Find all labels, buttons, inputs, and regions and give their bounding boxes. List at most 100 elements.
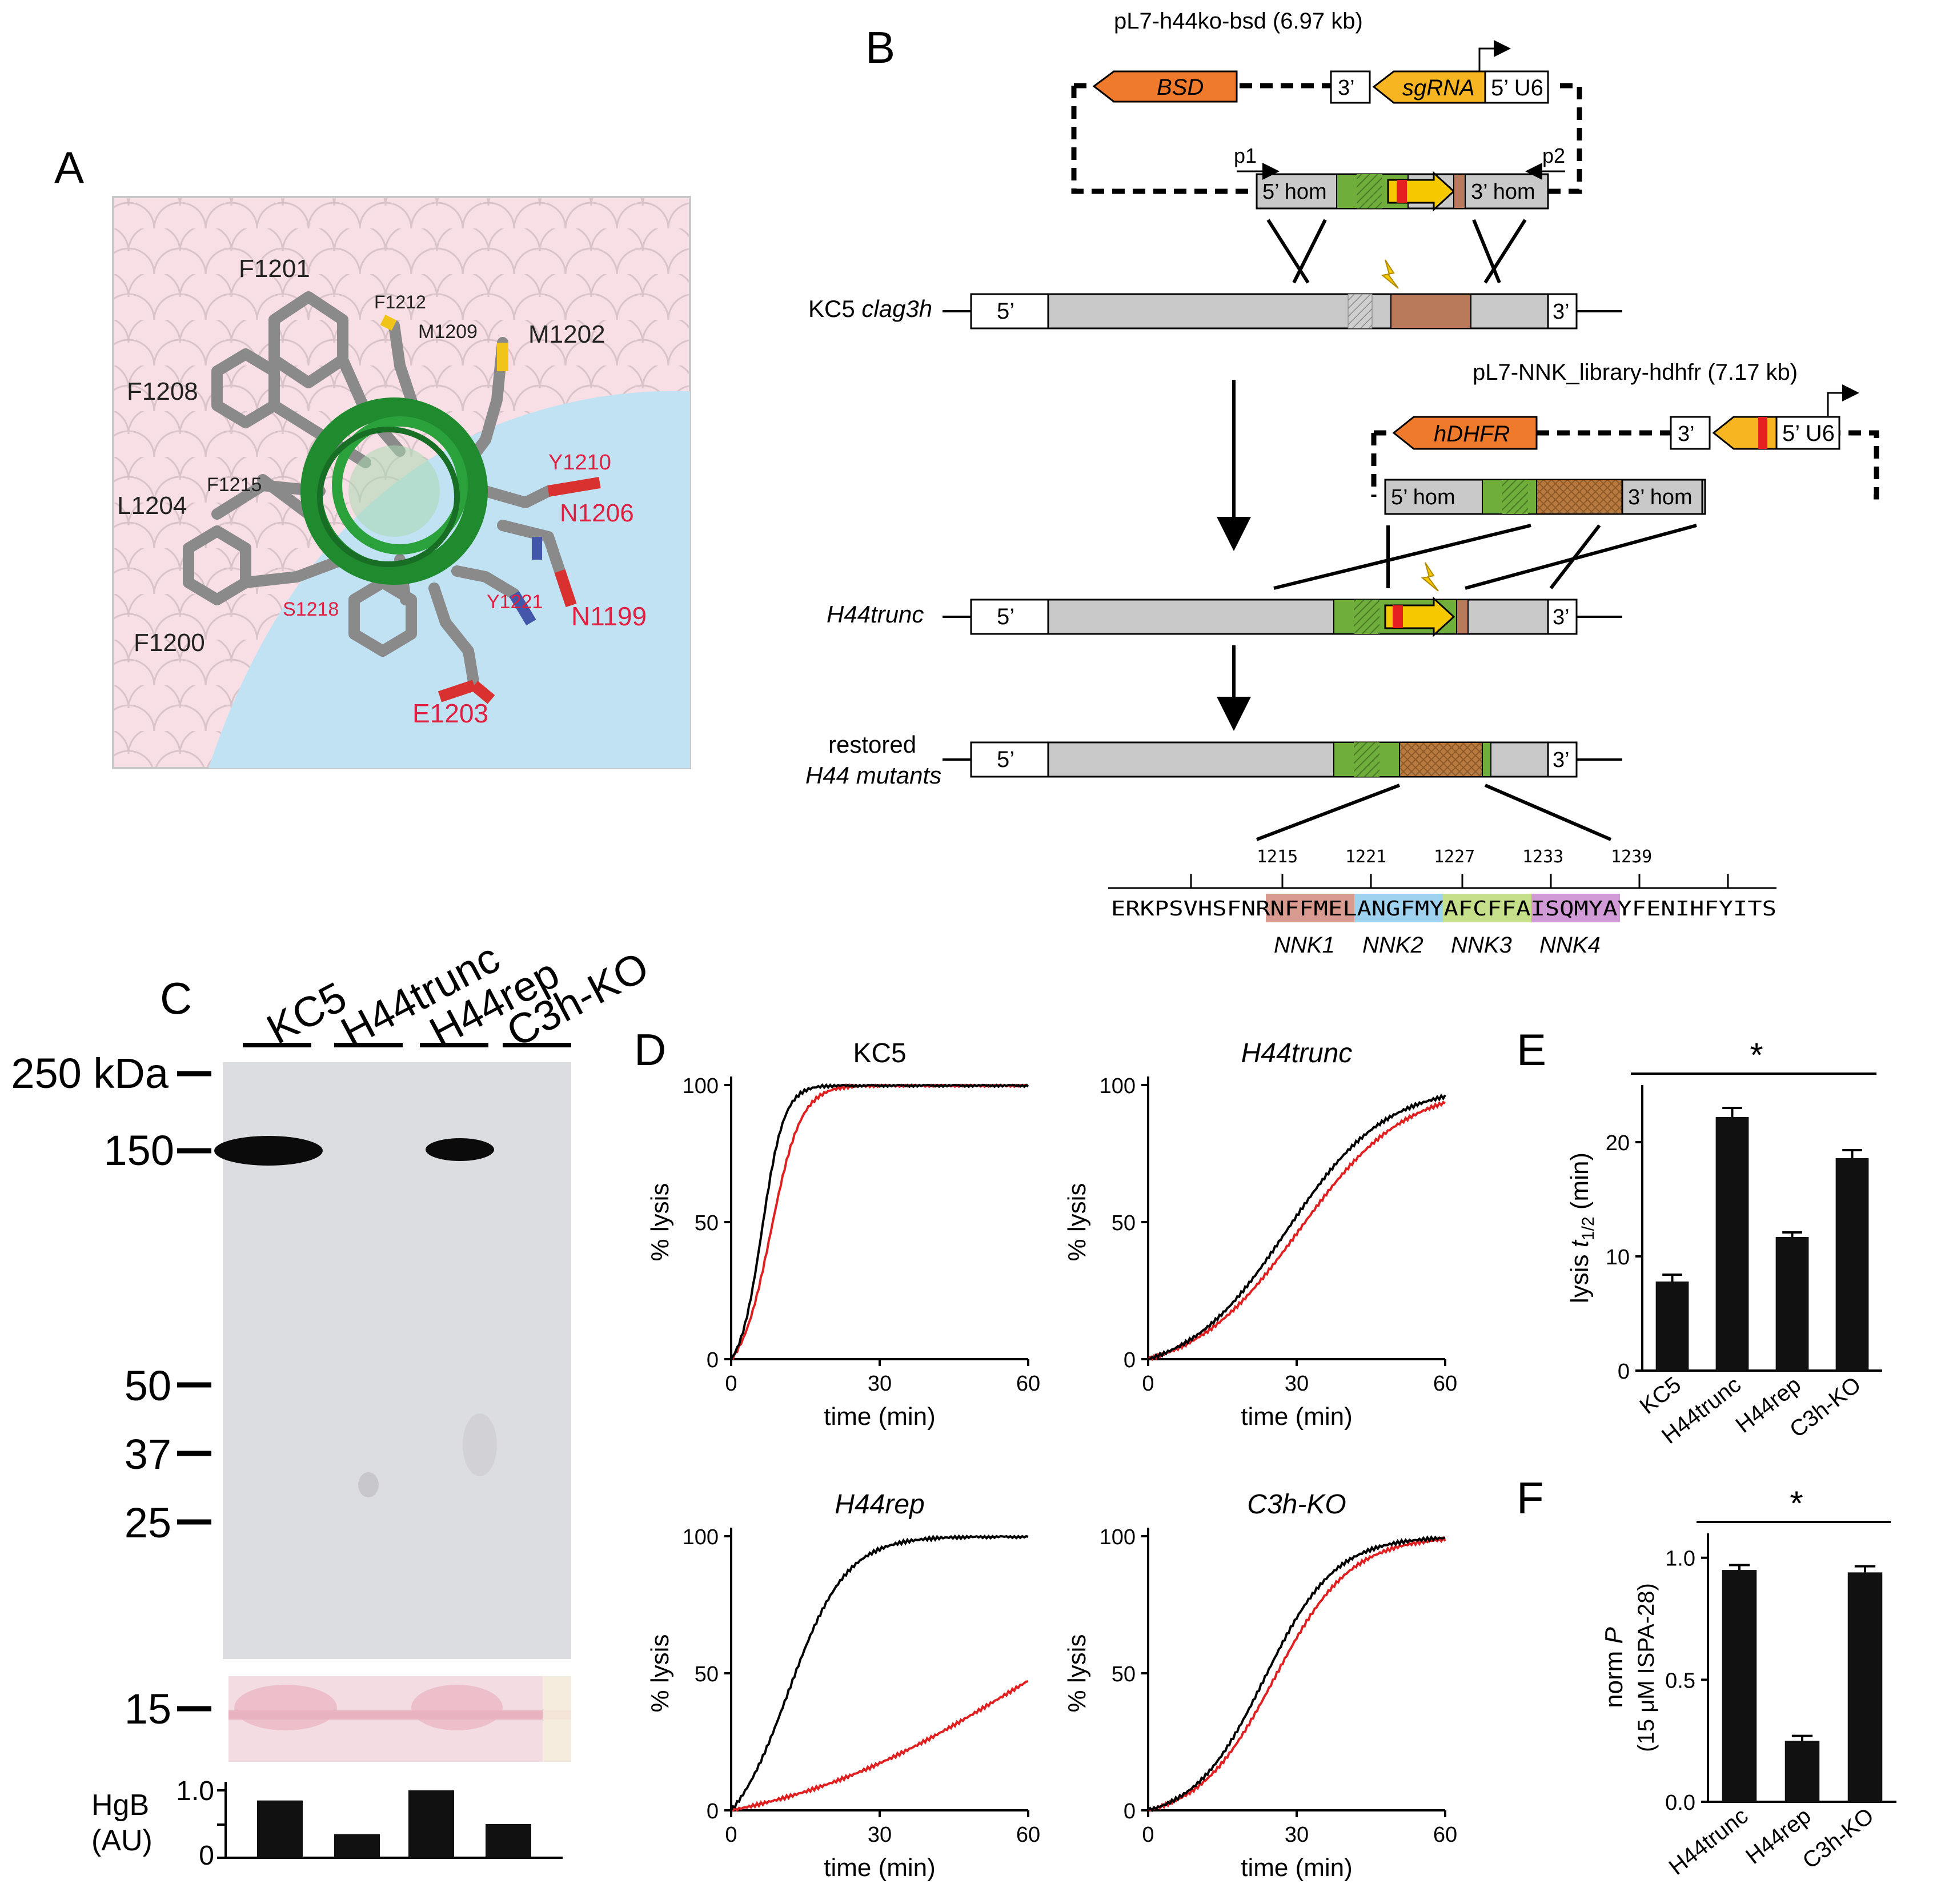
panel-d: KC5 0 50 100 0 30 60 time (min) % lysis H44trunc 0… — [646, 1038, 1457, 1882]
panel-a-helix — [112, 196, 691, 769]
marker-25: 25 — [125, 1499, 171, 1547]
tick-1227: 1227 — [1434, 847, 1475, 867]
res-m1209: M1209 — [418, 321, 478, 343]
hgb-unit: (AU) — [91, 1824, 153, 1857]
panel-label-e: E — [1517, 1025, 1546, 1075]
panel-c: KC5 H44trunc H44rep C3h-KO 250 kDa 150 5… — [11, 934, 656, 1871]
p2-3prime: 3’ — [1678, 422, 1695, 446]
y-tick-label: 0.0 — [1665, 1791, 1695, 1815]
res-f1201: F1201 — [239, 255, 310, 283]
primer-p1: p1 — [1234, 144, 1257, 167]
x-tick-label: 60 — [1016, 1372, 1040, 1396]
plot-title: KC5 — [853, 1038, 906, 1069]
hgb-bar — [257, 1800, 303, 1858]
sgrna-label: sgRNA — [1402, 75, 1475, 101]
p1-u6: 5’ U6 — [1491, 75, 1543, 101]
locus2-5prime: 5’ — [997, 604, 1014, 629]
panel-label-b: B — [865, 22, 895, 73]
x-tick-label: 0 — [1142, 1372, 1154, 1396]
y-tick-label: 0 — [1124, 1799, 1136, 1823]
res-n1199: N1199 — [571, 601, 647, 631]
panel-a-labels: F1201 F1212 M1209 M1202 F1208 F1215 L120… — [117, 255, 647, 728]
locus3-label1: restored — [828, 731, 916, 758]
plot-title: C3h-KO — [1247, 1489, 1346, 1520]
bar — [1775, 1237, 1809, 1371]
y-tick-label: 0.5 — [1665, 1669, 1695, 1693]
significance-star: * — [1750, 1036, 1763, 1074]
x-tick-label: 60 — [1433, 1823, 1457, 1847]
plasmid1-name: pL7-h44ko-bsd (6.97 kb) — [1114, 9, 1363, 34]
red-series-line — [730, 1680, 1029, 1812]
marker-37: 37 — [125, 1431, 171, 1478]
red-series-line — [1148, 1536, 1446, 1811]
locus2-3prime: 3’ — [1553, 605, 1570, 629]
tick-1239: 1239 — [1611, 847, 1652, 867]
x-tick-label: 0 — [725, 1372, 737, 1396]
bar — [1655, 1282, 1689, 1371]
y-axis-label-2: (15 μM ISPA-28) — [1634, 1583, 1659, 1752]
plot-title: H44trunc — [1241, 1038, 1353, 1069]
y-tick-label: 0 — [707, 1799, 719, 1823]
red-series-line — [731, 1083, 1028, 1360]
y-tick-label: 0 — [1124, 1348, 1136, 1372]
marker-250: 250 kDa — [11, 1050, 169, 1097]
bar — [1722, 1570, 1757, 1802]
black-series-line — [730, 1083, 1029, 1360]
nnk3-label: NNK3 — [1451, 933, 1512, 958]
hgb-bar — [408, 1790, 454, 1858]
x-axis-label: time (min) — [824, 1403, 936, 1431]
hgb-bar — [334, 1834, 380, 1858]
marker-150: 150 — [104, 1127, 174, 1174]
y-tick-label: 50 — [695, 1662, 719, 1686]
locus1-3prime: 3’ — [1553, 300, 1570, 324]
y-axis-label: % lysis — [646, 1634, 674, 1713]
tick-1221: 1221 — [1345, 847, 1386, 867]
res-f1208: F1208 — [127, 377, 198, 405]
y-tick-label: 100 — [1100, 1074, 1136, 1098]
y-axis-label: lysis t1/2 (min) — [1566, 1152, 1598, 1303]
black-series-line — [1148, 1093, 1446, 1361]
plot-title: H44rep — [835, 1489, 924, 1520]
lysis-plot: H44rep 0 50 100 0 30 60 time (min) % lysis — [646, 1489, 1040, 1882]
res-l1204: L1204 — [117, 492, 187, 520]
res-e1203: E1203 — [412, 698, 488, 728]
p2-hom5: 5’ hom — [1391, 485, 1455, 509]
y-tick-label: 10 — [1606, 1246, 1630, 1270]
bar — [1784, 1741, 1820, 1802]
nnk2-label: NNK2 — [1362, 933, 1423, 958]
res-s1218: S1218 — [283, 598, 339, 620]
nnk1-label: NNK1 — [1274, 933, 1335, 958]
x-axis-label: time (min) — [824, 1854, 936, 1882]
y-axis-label: % lysis — [646, 1183, 674, 1262]
x-tick-label: 0 — [1142, 1823, 1154, 1847]
black-series-line — [1147, 1535, 1446, 1813]
bar — [1835, 1158, 1869, 1371]
x-tick-label: 60 — [1433, 1372, 1457, 1396]
res-m1202: M1202 — [528, 320, 605, 348]
hgb-tick-1: 1.0 — [176, 1776, 214, 1806]
x-tick-label: 60 — [1016, 1823, 1040, 1847]
marker-15: 15 — [125, 1685, 171, 1733]
panel-label-a: A — [54, 142, 84, 192]
nnk4-label: NNK4 — [1539, 933, 1601, 958]
significance-star: * — [1790, 1484, 1803, 1523]
locus1-5prime: 5’ — [997, 299, 1014, 324]
bar — [1715, 1117, 1749, 1371]
lysis-plot: H44trunc 0 50 100 0 30 60 time (min) % lysis — [1063, 1038, 1457, 1431]
y-tick-label: 100 — [683, 1074, 719, 1098]
y-axis-label: % lysis — [1063, 1634, 1091, 1713]
y-tick-label: 20 — [1606, 1131, 1630, 1155]
hgb-bars — [257, 1790, 531, 1858]
y-tick-label: 50 — [1112, 1211, 1136, 1235]
hdhfr-label: hDHFR — [1434, 421, 1510, 447]
x-tick-label: 30 — [868, 1823, 892, 1847]
res-f1200: F1200 — [134, 629, 205, 657]
bsd-label: BSD — [1157, 75, 1204, 100]
res-y1221: Y1221 — [487, 591, 543, 613]
marker-50: 50 — [125, 1362, 171, 1409]
category-label: C3h-KO — [1798, 1803, 1879, 1874]
sequence-ruler: 1215 1221 1227 1233 1239 — [1108, 847, 1776, 889]
p2-hom3b: 3’ hom — [1628, 485, 1693, 509]
